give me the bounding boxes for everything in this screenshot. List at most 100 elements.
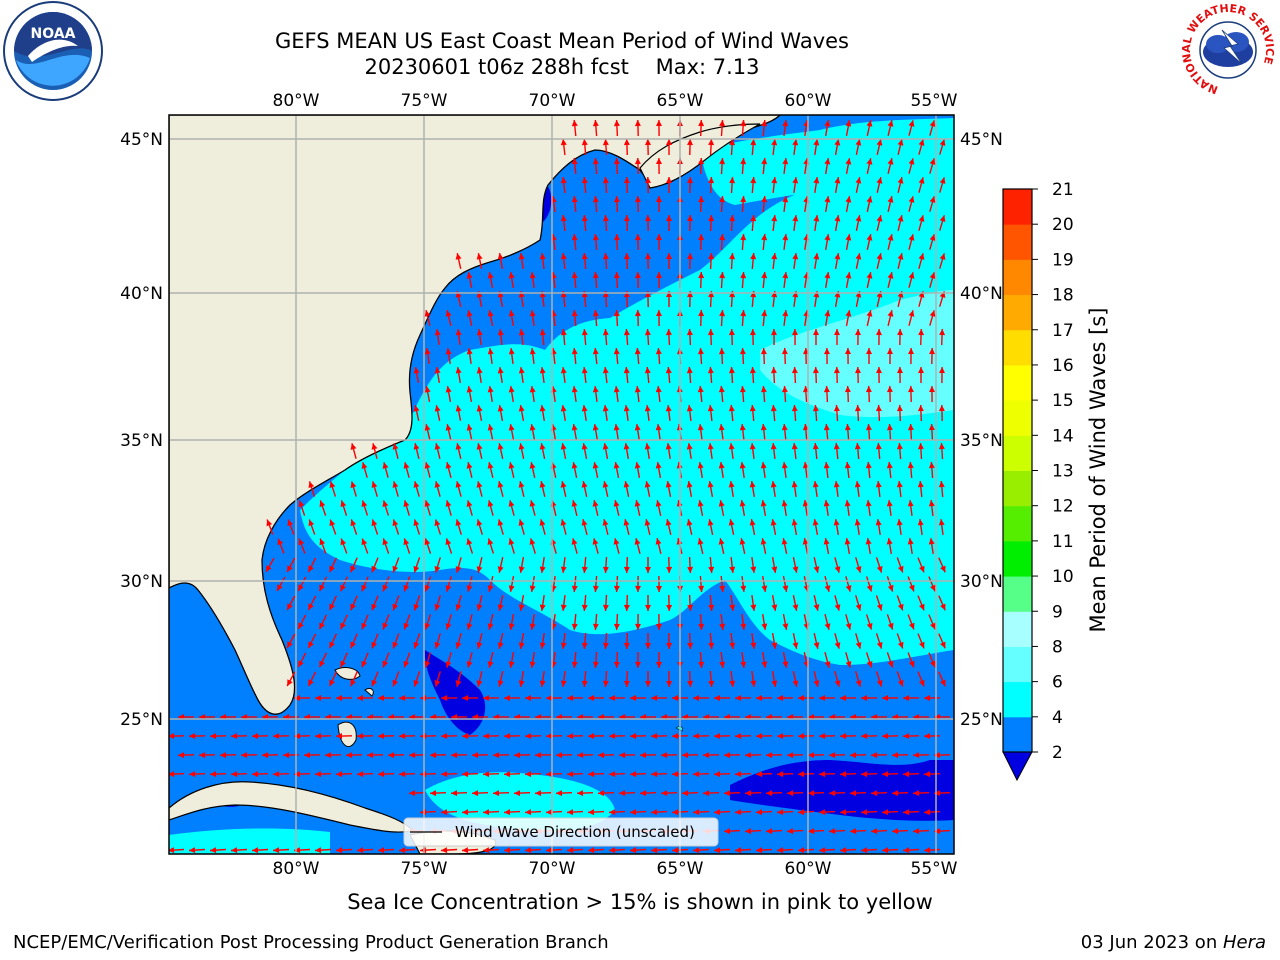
colorbar-tick-label: 18: [1052, 286, 1074, 306]
wind-wave-arrow-head: [771, 329, 777, 336]
ocean-4-6s-south: [425, 772, 615, 832]
wind-wave-arrow-head: [887, 120, 894, 127]
wind-wave-arrow-head: [350, 481, 357, 488]
wind-wave-arrow-head: [834, 680, 841, 687]
footer-host: Hera: [1222, 932, 1266, 953]
wind-wave-arrow-head: [403, 538, 410, 546]
wind-wave-arrow-head: [518, 329, 525, 336]
wind-wave-arrow-head: [581, 253, 588, 260]
wind-wave-arrow-head: [928, 462, 935, 469]
wind-wave-arrow-head: [504, 771, 511, 778]
wind-wave-arrow-head: [782, 661, 789, 668]
wind-wave-arrow-head: [661, 790, 668, 797]
wind-wave-arrow-head: [861, 809, 868, 816]
wind-wave-arrow-head: [886, 386, 893, 393]
wind-wave-arrow-head: [329, 679, 335, 687]
title-line-1: GEFS MEAN US East Coast Mean Period of W…: [275, 29, 849, 53]
wind-wave-arrow-head: [708, 139, 715, 146]
wind-wave-arrow-head: [687, 680, 694, 687]
wind-wave-arrow-head: [403, 462, 410, 469]
wind-wave-arrow-head: [834, 253, 841, 260]
wind-wave-arrow-head: [445, 310, 452, 317]
wind-wave-arrow-head: [361, 660, 367, 668]
wind-wave-arrow-head: [602, 405, 609, 412]
wind-wave-arrow-head: [497, 253, 504, 260]
wind-wave-arrow-head: [850, 752, 857, 759]
wind-wave-arrow-head: [714, 847, 721, 854]
colorbar-segment: [1003, 716, 1032, 753]
wind-wave-arrow-head: [824, 234, 831, 241]
wind-wave-arrow-head: [560, 177, 567, 184]
wind-wave-arrow-head: [634, 310, 641, 317]
wind-wave-arrow-head: [666, 566, 673, 573]
wind-wave-arrow-head: [882, 809, 889, 816]
wind-wave-arrow-head: [866, 196, 873, 203]
wind-wave-arrow-head: [571, 120, 578, 127]
colorbar-segment: [1003, 294, 1032, 331]
wind-wave-arrow-head: [525, 809, 532, 816]
wind-wave-arrow-head: [771, 604, 778, 611]
wind-wave-arrow-head: [455, 443, 462, 450]
wind-wave-arrow-head: [252, 733, 259, 739]
wind-wave-arrow-head: [476, 566, 483, 573]
wind-wave-arrow-head: [392, 481, 399, 488]
wind-wave-arrow-head: [571, 538, 578, 545]
ocean-4-6s-southwest: [169, 828, 330, 854]
wind-wave-arrow-head: [630, 847, 637, 854]
wind-wave-arrow-head: [287, 641, 293, 648]
wind-wave-arrow-head: [424, 310, 431, 317]
wind-wave-arrow-head: [598, 790, 605, 797]
colorbar-segment: [1003, 646, 1032, 683]
wind-wave-arrow-head: [518, 367, 525, 374]
wind-wave-arrow-head: [588, 847, 595, 854]
wind-wave-arrow-head: [750, 253, 757, 260]
wind-wave-arrow-head: [718, 462, 725, 469]
wind-wave-arrow-head: [357, 733, 364, 739]
wind-wave-arrow-head: [876, 367, 882, 373]
wind-wave-arrow-head: [350, 679, 356, 687]
wind-wave-arrow-head: [656, 624, 662, 630]
lon-label: 70°W: [529, 859, 576, 879]
wind-wave-arrow-head: [698, 234, 705, 241]
wind-wave-arrow-head: [445, 661, 452, 668]
wind-wave-arrow-head: [645, 567, 651, 573]
wind-wave-arrow-head: [745, 752, 752, 759]
wind-wave-arrow-head: [708, 680, 715, 687]
wind-wave-arrow-head: [441, 809, 448, 816]
wind-wave-arrow-head: [729, 566, 736, 573]
wind-wave-arrow-head: [739, 348, 746, 355]
wind-wave-arrow-head: [350, 443, 357, 450]
wind-wave-arrow-head: [466, 386, 473, 393]
wind-wave-arrow-head: [466, 272, 473, 279]
wind-wave-arrow-head: [665, 481, 672, 488]
wind-wave-arrow-head: [666, 215, 672, 221]
wind-wave-arrow-head: [656, 234, 662, 240]
wind-wave-arrow-head: [504, 847, 511, 854]
wind-wave-arrow-head: [350, 519, 357, 527]
wind-wave-arrow-head: [357, 695, 363, 701]
wind-wave-arrow-head: [740, 234, 747, 241]
wind-wave-arrow-head: [304, 752, 311, 759]
wind-wave-arrow-head: [861, 695, 867, 701]
wind-wave-arrow-head: [682, 752, 689, 759]
wind-wave-arrow-head: [749, 443, 756, 450]
wind-wave-arrow-head: [845, 158, 852, 165]
wind-wave-arrow-head: [592, 424, 599, 431]
land-bahamas-1: [334, 667, 361, 680]
wind-wave-arrow-head: [865, 462, 872, 469]
wind-wave-arrow-head: [613, 661, 620, 668]
wind-wave-arrow-head: [382, 622, 389, 630]
wind-wave-arrow-head: [666, 177, 672, 183]
wind-wave-arrow-head: [571, 310, 578, 317]
noaa-logo: NOAA: [3, 1, 103, 101]
wind-wave-arrow-head: [466, 310, 473, 317]
wind-wave-arrow-head: [756, 695, 762, 701]
wind-wave-arrow-head: [666, 642, 673, 649]
wind-wave-arrow-head: [388, 752, 395, 759]
wind-wave-arrow-head: [315, 847, 322, 854]
wind-wave-arrow-head: [929, 310, 936, 317]
wind-wave-arrow-head: [833, 443, 840, 450]
wind-wave-arrow-head: [434, 604, 441, 611]
wind-wave-arrow-head: [609, 733, 616, 739]
colorbar-segment: [1003, 259, 1032, 296]
